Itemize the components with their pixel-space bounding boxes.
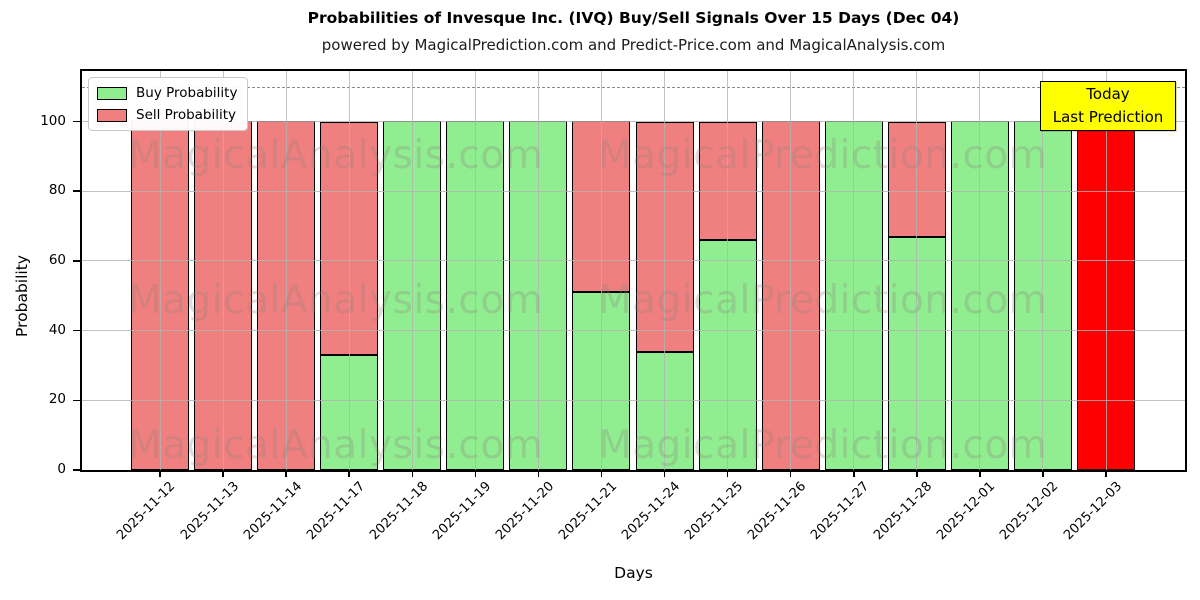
gridline-v [537,71,539,470]
x-tick-label: 2025-11-20 [492,479,558,544]
x-axis-label: Days [614,564,653,582]
x-tick-label: 2025-11-19 [429,479,494,544]
x-tick-mark [537,471,540,477]
reference-dashed-line [82,86,1185,88]
y-tick-label: 60 [48,251,66,268]
x-tick-label: 2025-11-24 [619,479,684,544]
chart-subtitle: powered by MagicalPrediction.com and Pre… [321,36,946,54]
y-tick-mark [73,399,80,402]
gridline-v [411,71,413,470]
x-tick-label: 2025-11-14 [240,479,305,544]
y-tick-mark [73,329,80,332]
x-tick-label: 2025-12-03 [1060,479,1125,544]
x-tick-label: 2025-11-17 [303,479,368,544]
x-tick-mark [285,471,287,477]
x-tick-mark [663,471,666,477]
x-tick-label: 2025-11-18 [366,479,431,544]
x-tick-mark [789,471,792,477]
y-tick-mark [73,260,80,262]
legend-sell-label: Sell Probability [136,107,237,123]
buy-swatch-icon [97,86,127,100]
y-tick-label: 40 [48,321,66,338]
x-tick-mark [411,471,414,477]
x-tick-mark [979,471,981,477]
chart-title: Probabilities of Invesque Inc. (IVQ) Buy… [307,9,960,27]
x-tick-mark [853,471,855,477]
y-tick-mark [73,120,80,123]
legend-buy-label: Buy Probability [136,85,238,101]
y-tick-label: 100 [40,112,66,129]
x-tick-label: 2025-11-26 [745,479,810,544]
x-tick-mark [1042,471,1044,477]
x-tick-mark [726,471,729,477]
legend: Buy Probability Sell Probability [88,77,249,131]
gridline-v [790,71,792,470]
legend-item-sell: Sell Probability [97,107,237,123]
x-tick-mark [222,471,224,477]
y-tick-label: 80 [48,182,66,199]
gridline-v [727,71,729,470]
x-tick-label: 2025-11-21 [556,479,621,544]
x-tick-label: 2025-11-28 [871,479,936,544]
gridline-h [82,190,1185,192]
x-tick-label: 2025-11-12 [114,479,179,544]
y-tick-label: 20 [48,391,66,408]
gridline-v [1042,71,1044,470]
sell-swatch-icon [97,108,127,122]
x-tick-label: 2025-11-25 [682,479,747,544]
gridline-h [82,330,1185,332]
y-tick-mark [73,190,80,192]
x-tick-label: 2025-12-02 [997,479,1062,544]
gridline-v [348,71,350,470]
gridline-v [664,71,666,470]
gridline-v [1105,71,1107,470]
gridline-v [474,71,476,470]
x-tick-label: 2025-12-01 [934,479,999,544]
gridline-h [82,399,1185,401]
x-tick-mark [916,471,918,477]
gridline-v [159,71,161,470]
gridline-v [285,71,287,470]
y-tick-label: 0 [57,461,66,477]
x-tick-label: 2025-11-13 [177,479,242,544]
gridline-v [979,71,981,470]
gridline-v [916,71,918,470]
today-annotation: Today Last Prediction [1040,81,1176,131]
x-tick-mark [474,471,477,477]
x-tick-mark [600,471,603,477]
gridline-v [600,71,602,470]
today-annotation-line2: Last Prediction [1052,107,1164,126]
plot-area: Buy Probability Sell Probability Today L… [80,69,1187,472]
x-tick-mark [1105,471,1107,477]
gridline-v [853,71,855,470]
gridline-h [82,121,1185,122]
gridline-h [82,260,1185,262]
today-annotation-line1: Today [1086,85,1130,103]
x-tick-label: 2025-11-27 [808,479,873,544]
legend-item-buy: Buy Probability [97,85,237,101]
y-tick-mark [73,469,80,471]
x-tick-mark [159,471,161,477]
gridline-v [222,71,224,470]
x-tick-mark [348,471,350,477]
